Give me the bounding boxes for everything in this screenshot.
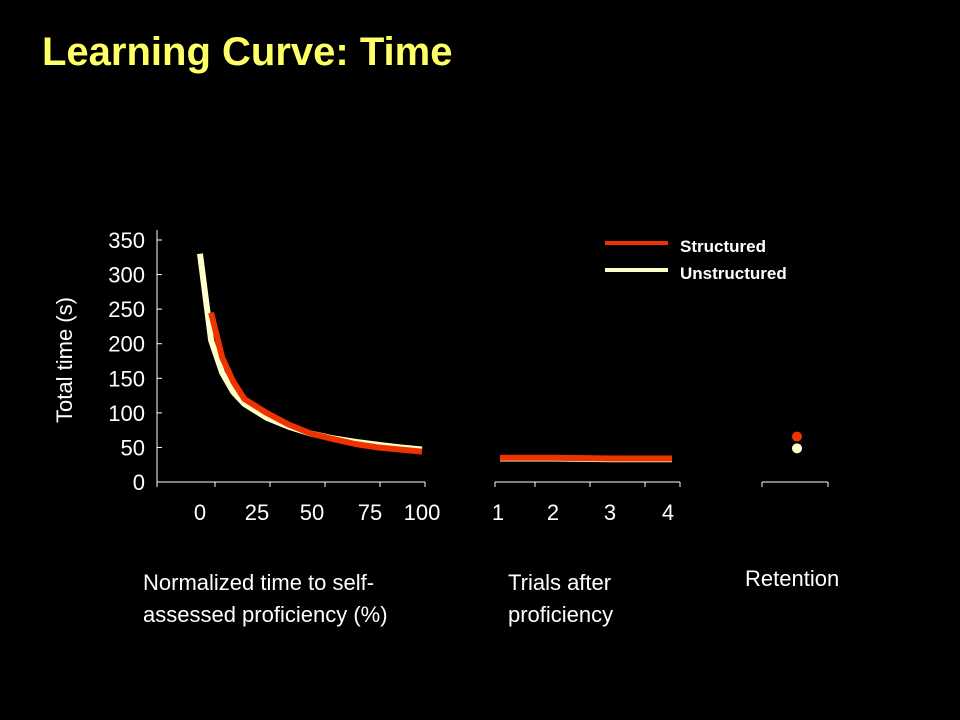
x-tick-label: 2 [547, 500, 559, 525]
axis-labels: Total time (s) Normalized time to self-as… [52, 297, 839, 627]
x-axis-title: Retention [745, 566, 839, 591]
y-tick-label: 0 [133, 470, 145, 495]
legend-label-structured: Structured [680, 237, 766, 256]
x-tick-label: 0 [194, 500, 206, 525]
retention-point-unstructured [792, 443, 802, 454]
x-tick-label: 75 [358, 500, 382, 525]
x-tick-label: 100 [404, 500, 441, 525]
y-tick-label: 50 [121, 435, 145, 460]
x-axis-title: assessed proficiency (%) [143, 602, 388, 627]
series-lines [197, 253, 802, 463]
y-tick-label: 100 [108, 401, 145, 426]
y-axis-title: Total time (s) [52, 297, 77, 423]
x-axis-title: Normalized time to self- [143, 570, 374, 595]
x-axis-title: proficiency [508, 602, 613, 627]
legend-label-unstructured: Unstructured [680, 264, 787, 283]
x-tick-label: 50 [300, 500, 324, 525]
series-line-structured [208, 311, 423, 455]
series-line-structured [500, 454, 672, 462]
x-axis-title: Trials after [508, 570, 611, 595]
x-tick-label: 25 [245, 500, 269, 525]
y-tick-label: 250 [108, 297, 145, 322]
x-tick-label: 1 [492, 500, 504, 525]
x-tick-label: 4 [662, 500, 674, 525]
series-line-unstructured [197, 253, 423, 453]
y-tick-label: 200 [108, 332, 145, 357]
page-title: Learning Curve: Time [42, 30, 453, 74]
legend: Structured Unstructured [605, 237, 787, 283]
y-tick-label: 300 [108, 263, 145, 288]
y-tick-label: 150 [108, 366, 145, 391]
retention-point-structured [792, 431, 802, 442]
x-tick-label: 3 [604, 500, 616, 525]
axes: 350 300 250 200 150 100 50 0 0 25 50 75 100 1 2 3 4 [108, 228, 829, 525]
y-tick-label: 350 [108, 228, 145, 253]
